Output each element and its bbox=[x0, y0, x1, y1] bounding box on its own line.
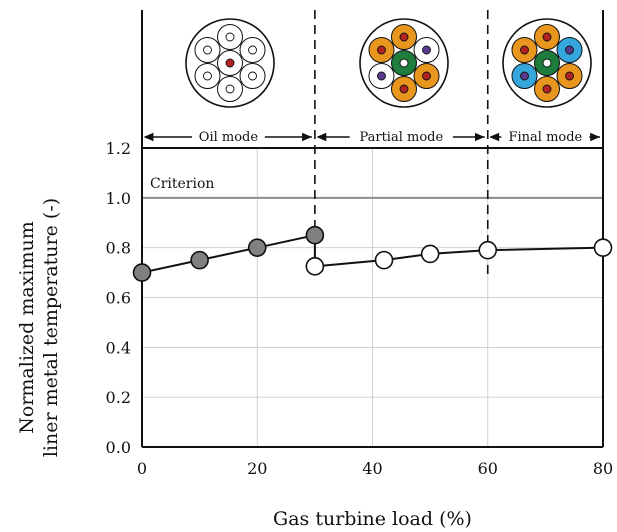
y-tick-label: 0.2 bbox=[106, 388, 131, 407]
burner-nozzle-core bbox=[248, 45, 257, 55]
burner-nozzle-core bbox=[399, 32, 409, 42]
burner-nozzle-core bbox=[399, 84, 409, 94]
data-point-open bbox=[478, 240, 498, 260]
y-tick-label: 0.6 bbox=[106, 289, 131, 308]
burner-nozzle-core bbox=[422, 71, 431, 81]
burner-nozzle-core bbox=[565, 45, 574, 55]
series-line-0 bbox=[141, 234, 316, 274]
x-tick-label: 20 bbox=[247, 459, 267, 478]
burner-nozzle-core bbox=[248, 71, 257, 81]
burner-center-core bbox=[399, 58, 409, 68]
mode-label-bg bbox=[349, 126, 453, 146]
data-point-filled bbox=[132, 263, 152, 282]
burner-nozzle-core bbox=[542, 32, 552, 42]
burner-diagram-oil-mode bbox=[185, 18, 275, 108]
mode-label-bg bbox=[501, 126, 590, 146]
burner-nozzle-core bbox=[377, 45, 386, 55]
burner-nozzle-core bbox=[542, 84, 552, 94]
burner-nozzle-core bbox=[203, 45, 212, 55]
data-point-filled bbox=[247, 238, 267, 257]
x-tick-label: 40 bbox=[362, 459, 382, 478]
data-point-open bbox=[374, 250, 394, 270]
mode-label: Oil mode bbox=[199, 130, 259, 145]
burner-center-core bbox=[225, 58, 235, 68]
mode-label: Final mode bbox=[508, 130, 582, 145]
data-point-open bbox=[593, 238, 613, 257]
series-line-1 bbox=[314, 246, 604, 268]
y-axis-label-line1: Normalized maximum bbox=[16, 221, 38, 434]
burner-nozzle-core bbox=[520, 71, 529, 81]
y-tick-label: 0.0 bbox=[106, 438, 131, 457]
x-tick-label: 80 bbox=[593, 459, 613, 478]
burner-nozzle-core bbox=[377, 71, 386, 81]
burner-diagram-partial-mode bbox=[359, 18, 449, 108]
criterion-label: Criterion bbox=[150, 176, 214, 192]
mode-label-bg bbox=[192, 126, 265, 146]
x-axis-label: Gas turbine load (%) bbox=[273, 508, 472, 530]
burner-nozzle-core bbox=[422, 45, 431, 55]
data-point-filled bbox=[305, 225, 325, 245]
x-tick-label: 60 bbox=[478, 459, 498, 478]
burner-center-core bbox=[542, 58, 552, 68]
data-point-open bbox=[420, 244, 440, 264]
y-axis-label-line2: liner metal temperature (-) bbox=[40, 198, 62, 457]
mode-label: Partial mode bbox=[359, 130, 443, 145]
burner-nozzle-core bbox=[203, 71, 212, 81]
burner-nozzle-core bbox=[565, 71, 574, 81]
burner-nozzle-core bbox=[520, 45, 529, 55]
burner-nozzle-core bbox=[225, 84, 235, 94]
y-tick-label: 0.8 bbox=[106, 239, 131, 258]
burner-nozzle-core bbox=[225, 32, 235, 42]
burner-diagram-final-mode bbox=[502, 18, 592, 108]
data-point-filled bbox=[190, 250, 209, 270]
y-tick-label: 1.0 bbox=[106, 189, 131, 208]
y-axis-label: Normalized maximum liner metal temperatur… bbox=[16, 198, 62, 457]
x-tick-label: 0 bbox=[137, 459, 147, 478]
data-point-open bbox=[305, 257, 325, 276]
y-tick-label: 0.4 bbox=[106, 338, 131, 357]
y-tick-label: 1.2 bbox=[106, 139, 131, 158]
